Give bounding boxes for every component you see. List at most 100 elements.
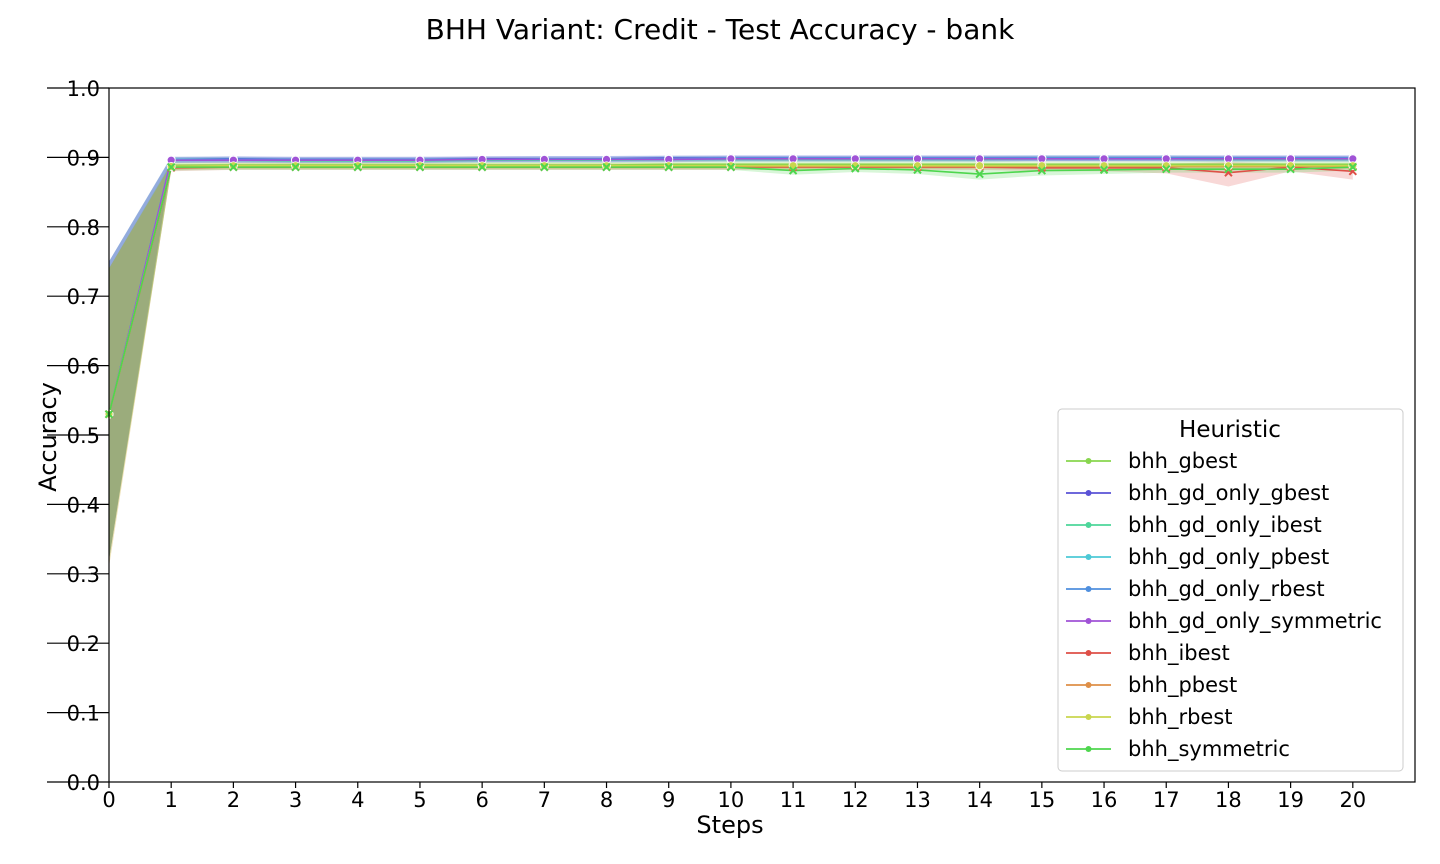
y-tick-label: 0.4	[67, 493, 100, 517]
legend-label: bhh_rbest	[1128, 705, 1233, 730]
x-tick-label: 9	[662, 788, 675, 812]
point-bhh-symmetric	[602, 162, 611, 172]
legend-item-bhh-gd-only-ibest: bhh_gd_only_ibest	[1066, 513, 1322, 538]
point-bhh-symmetric	[1162, 164, 1171, 174]
x-tick-label: 13	[904, 788, 931, 812]
legend-marker	[1085, 618, 1092, 624]
legend-marker	[1085, 746, 1092, 752]
point-bhh-symmetric	[1348, 162, 1358, 172]
x-tick-label: 5	[413, 788, 426, 812]
point-bhh-symmetric	[975, 169, 984, 179]
legend-item-bhh-ibest: bhh_ibest	[1066, 641, 1230, 666]
legend-item-bhh-gd-only-symmetric: bhh_gd_only_symmetric	[1066, 609, 1382, 634]
legend-marker	[1085, 554, 1092, 560]
point-bhh-symmetric	[664, 162, 673, 172]
y-tick-label: 1.0	[67, 77, 100, 101]
y-tick-label: 0.1	[67, 702, 100, 726]
legend-label: bhh_pbest	[1128, 673, 1237, 698]
legend-label: bhh_symmetric	[1128, 737, 1290, 762]
point-bhh-symmetric	[913, 165, 922, 175]
point-bhh-symmetric	[229, 162, 238, 172]
x-tick-label: 0	[102, 788, 115, 812]
y-tick-label: 0.8	[67, 216, 100, 240]
point-bhh-symmetric	[477, 162, 487, 172]
x-tick-label: 20	[1339, 788, 1366, 812]
legend-marker	[1085, 490, 1092, 496]
legend-label: bhh_gbest	[1128, 449, 1237, 474]
legend-label: bhh_gd_only_gbest	[1128, 481, 1329, 506]
point-bhh-symmetric	[166, 162, 176, 172]
point-bhh-rbest	[975, 161, 985, 171]
x-axis-label: Steps	[696, 811, 763, 839]
series-markers	[104, 153, 1358, 419]
point-bhh-symmetric	[1099, 165, 1109, 175]
line-bhh-gd-only-pbest	[108, 157, 1353, 415]
y-axis-label: Accuracy	[34, 382, 62, 492]
line-bhh-gd-only-gbest	[108, 157, 1353, 415]
line-bhh-gd-only-symmetric	[108, 157, 1353, 415]
x-tick-label: 19	[1277, 788, 1304, 812]
x-tick-label: 12	[842, 788, 869, 812]
legend-item-bhh-gd-only-gbest: bhh_gd_only_gbest	[1066, 481, 1329, 506]
x-tick-label: 10	[718, 788, 745, 812]
x-tick-label: 3	[289, 788, 302, 812]
x-tick-label: 4	[351, 788, 364, 812]
x-axis: 0 1 2 3 4 5 6 7 8 9 10 11 12 13 14 15 16 17 18 19 20	[102, 782, 1366, 812]
legend-item-bhh-gd-only-rbest: bhh_gd_only_rbest	[1066, 577, 1325, 602]
line-bhh-rbest	[108, 164, 1353, 415]
legend: Heuristic bhh_gbestbhh_gd_only_gbestbhh_…	[1057, 408, 1404, 772]
legend-label: bhh_ibest	[1128, 641, 1230, 666]
chart-title: BHH Variant: Credit - Test Accuracy - ba…	[426, 13, 1015, 46]
legend-label: bhh_gd_only_symmetric	[1128, 609, 1382, 634]
y-axis: 0.0 0.1 0.2 0.3 0.4 0.5 0.6 0.7 0.8 0.9 1.0	[47, 77, 109, 795]
legend-box	[1057, 408, 1404, 772]
legend-label: bhh_gd_only_pbest	[1128, 545, 1329, 570]
point-bhh-symmetric	[353, 162, 362, 172]
legend-label: bhh_gd_only_ibest	[1128, 513, 1322, 538]
legend-items: bhh_gbest bhh_gd_only_gbest bhh_gd_only_ib…	[1066, 449, 1382, 762]
point-bhh-symmetric	[291, 162, 300, 172]
legend-marker	[1085, 522, 1092, 528]
legend-marker	[1085, 714, 1092, 720]
x-tick-label: 6	[475, 788, 488, 812]
x-tick-label: 17	[1153, 788, 1180, 812]
line-bhh-gd-only-ibest	[108, 157, 1353, 415]
legend-title: Heuristic	[1179, 417, 1281, 443]
legend-item-bhh-gbest: bhh_gbest	[1066, 449, 1237, 474]
point-bhh-symmetric	[415, 162, 425, 172]
x-tick-label: 2	[227, 788, 240, 812]
x-tick-label: 18	[1215, 788, 1242, 812]
x-tick-label: 16	[1091, 788, 1118, 812]
y-tick-label: 0.7	[67, 285, 100, 309]
x-tick-label: 8	[600, 788, 613, 812]
legend-marker	[1085, 586, 1092, 592]
line-bhh-symmetric	[108, 166, 1353, 415]
x-tick-label: 11	[780, 788, 807, 812]
y-tick-label: 0.6	[67, 355, 100, 379]
y-tick-label: 0.3	[67, 563, 100, 587]
point-bhh-symmetric	[1224, 164, 1233, 174]
x-tick-label: 1	[165, 788, 178, 812]
legend-item-bhh-pbest: bhh_pbest	[1066, 673, 1237, 698]
legend-marker	[1085, 650, 1092, 656]
line-bhh-gd-only-rbest	[108, 157, 1353, 415]
point-bhh-symmetric	[726, 162, 736, 172]
legend-marker	[1085, 682, 1092, 688]
x-tick-label: 15	[1028, 788, 1055, 812]
line-bhh-pbest	[108, 165, 1353, 415]
x-tick-label: 7	[538, 788, 551, 812]
x-tick-label: 14	[966, 788, 993, 812]
point-bhh-symmetric	[851, 164, 860, 173]
point-bhh-symmetric	[1037, 166, 1047, 175]
legend-marker	[1085, 458, 1092, 464]
y-tick-label: 0.2	[67, 632, 100, 656]
line-bhh-ibest	[108, 166, 1353, 415]
point-bhh-symmetric	[788, 166, 798, 175]
y-tick-label: 0.9	[67, 146, 100, 170]
line-bhh-gbest	[108, 163, 1353, 415]
y-tick-label: 0.0	[67, 771, 100, 795]
legend-label: bhh_gd_only_rbest	[1128, 577, 1325, 602]
y-tick-label: 0.5	[67, 424, 100, 448]
legend-item-bhh-rbest: bhh_rbest	[1066, 705, 1233, 730]
